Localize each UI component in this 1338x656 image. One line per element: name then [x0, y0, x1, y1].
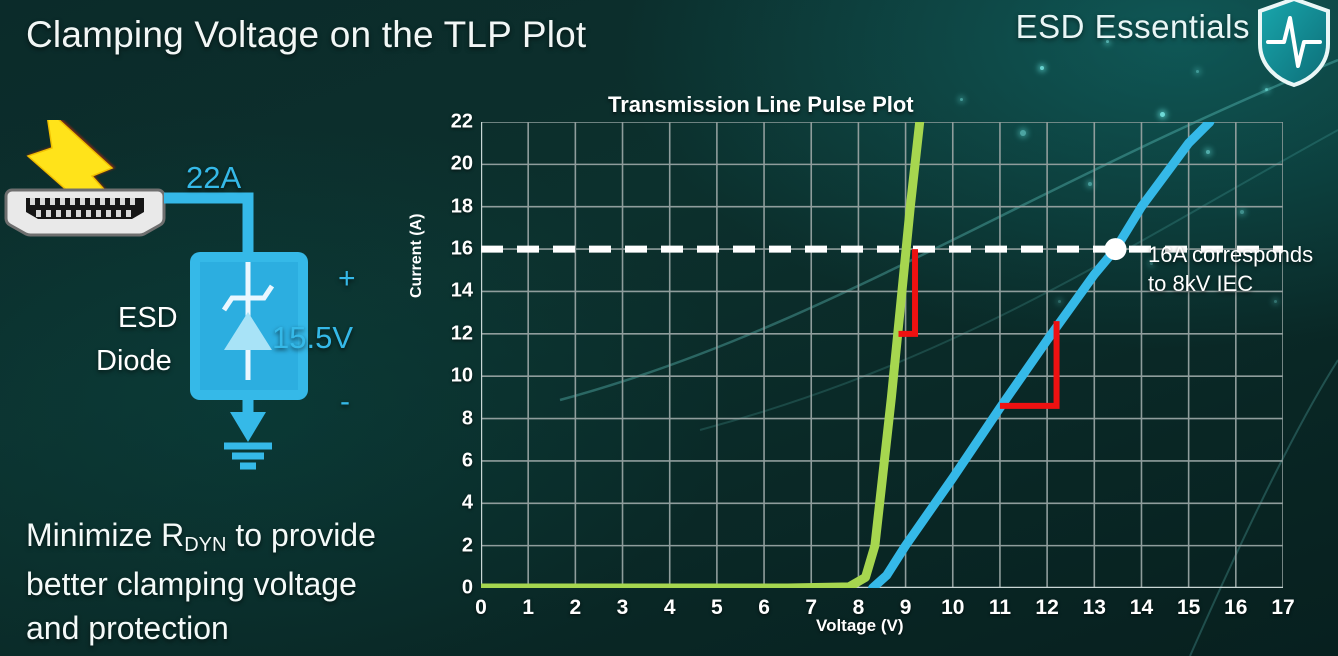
x-tick-label: 10 — [941, 596, 965, 619]
polarity-plus-label: + — [338, 262, 356, 295]
device-label-line1: ESD — [118, 302, 178, 334]
slope-step-marker — [898, 249, 919, 337]
note-line3: and protection — [26, 610, 229, 646]
y-tick-label: 10 — [450, 364, 473, 387]
summary-note: Minimize RDYN to provide better clamping… — [26, 513, 456, 650]
x-tick-label: 5 — [711, 596, 723, 619]
ground-symbol-icon — [224, 442, 272, 470]
current-label: 22A — [186, 160, 242, 195]
brand-wordmark: ESD Essentials — [1015, 8, 1250, 45]
data-point-marker-icon — [1104, 238, 1127, 261]
x-tick-label: 17 — [1271, 596, 1295, 619]
y-tick-label: 2 — [461, 534, 473, 557]
y-tick-label: 4 — [461, 491, 473, 514]
note-line1-b: to provide — [226, 517, 376, 553]
callout-line2: to 8kV IEC — [1148, 271, 1254, 296]
x-tick-label: 7 — [805, 596, 818, 619]
page-title: Clamping Voltage on the TLP Plot — [26, 14, 587, 55]
tlp-chart: Transmission Line Pulse Plot Current (A)… — [408, 88, 1302, 648]
x-tick-label: 12 — [1035, 596, 1059, 619]
x-tick-label: 1 — [522, 596, 535, 619]
chart-canvas — [476, 117, 1284, 593]
device-label-line2: Diode — [96, 345, 172, 377]
chart-y-axis-label: Current (A) — [408, 213, 425, 298]
hdmi-connector-icon — [4, 188, 166, 237]
y-tick-label: 12 — [450, 322, 473, 345]
x-tick-label: 8 — [852, 596, 865, 619]
y-tick-label: 6 — [461, 449, 473, 472]
y-tick-label: 20 — [450, 152, 473, 175]
x-tick-label: 6 — [758, 596, 770, 619]
y-tick-label: 8 — [461, 407, 473, 430]
x-tick-label: 16 — [1224, 596, 1248, 619]
x-tick-label: 3 — [616, 596, 629, 619]
x-tick-label: 9 — [899, 596, 912, 619]
voltage-label: 15.5V — [272, 320, 354, 355]
x-tick-label: 0 — [475, 596, 487, 619]
x-tick-label: 4 — [663, 596, 676, 619]
y-tick-label: 16 — [450, 237, 473, 260]
slope-step-marker — [999, 321, 1060, 409]
series-line — [868, 117, 1215, 593]
note-line2: better clamping voltage — [26, 566, 357, 602]
callout-line1: 16A corresponds — [1148, 242, 1314, 267]
chart-title: Transmission Line Pulse Plot — [608, 92, 914, 117]
x-tick-label: 2 — [569, 596, 582, 619]
y-tick-label: 0 — [461, 576, 473, 599]
operating-point-callout: 16A corresponds to 8kV IEC — [1148, 240, 1338, 298]
series-line — [476, 117, 925, 593]
x-tick-label: 14 — [1129, 596, 1154, 619]
note-line1-sub: DYN — [184, 534, 227, 556]
shield-pulse-icon — [1258, 0, 1330, 88]
x-tick-label: 11 — [988, 596, 1012, 619]
schematic-wiring — [164, 192, 254, 252]
chart-plot-area: 0 2 4 6 8 10 12 14 16 18 20 22 0 1 2 3 4 5 6 7 8 9 10 11 12 13 14 1… — [451, 111, 1295, 620]
tvs-diode-symbol-icon — [190, 252, 308, 400]
y-tick-label: 22 — [450, 110, 473, 133]
x-tick-label: 13 — [1082, 596, 1106, 619]
polarity-minus-label: - — [340, 385, 350, 418]
x-tick-label: 15 — [1176, 596, 1201, 619]
chart-x-axis-label: Voltage (V) — [816, 616, 904, 635]
y-tick-label: 18 — [450, 195, 473, 218]
esd-protection-schematic: 22A 15.5V + - ESD Diode — [0, 104, 420, 510]
y-tick-label: 14 — [450, 279, 473, 302]
note-line1-a: Minimize R — [26, 517, 185, 553]
